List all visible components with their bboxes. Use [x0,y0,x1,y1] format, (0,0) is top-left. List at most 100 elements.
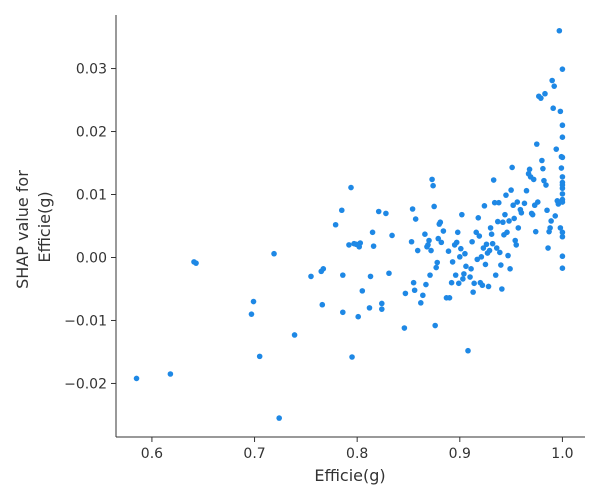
data-point [547,225,553,231]
data-point [359,288,366,294]
data-point [437,219,444,226]
data-point [540,165,546,172]
data-point [503,192,509,198]
data-point [486,247,493,254]
y-tick-label: 0.02 [76,125,107,141]
data-point [348,184,354,191]
data-point [470,289,476,295]
data-point [556,27,563,34]
data-point [476,233,483,239]
data-point [473,229,480,236]
data-point [320,266,327,272]
data-point [559,229,566,236]
data-point [370,243,377,249]
data-point [448,279,455,286]
data-point [559,253,566,260]
data-point [453,239,460,246]
data-point [346,242,352,248]
y-tick-label: 0.01 [76,188,107,204]
data-point [427,272,433,278]
data-point [420,292,426,299]
data-point [545,245,551,251]
data-point [530,176,537,183]
data-point [489,240,496,247]
y-tick-label: 0.00 [76,250,107,266]
data-point [506,218,512,224]
data-point [454,229,461,236]
data-point [490,177,497,183]
data-point [538,95,544,101]
data-point [509,164,515,171]
data-point [291,332,298,338]
data-point [430,182,436,189]
data-point [487,225,494,231]
data-point [349,354,355,360]
data-point [167,371,174,377]
data-point [402,290,409,297]
data-point [445,248,452,254]
data-point [429,176,435,183]
data-point [544,207,550,214]
data-point [483,241,490,248]
data-point [502,211,508,218]
data-point [248,311,255,317]
data-point [559,265,566,272]
data-point [386,270,392,277]
data-point [440,228,447,234]
data-point [558,165,565,171]
data-point [465,347,471,354]
y-axis-title: SHAP value for Efficie(g) [13,165,54,289]
data-point [457,254,463,260]
data-point [557,108,564,115]
data-point [500,219,506,226]
y-tick-label: −0.01 [64,313,107,329]
data-point [383,210,389,217]
data-point [389,232,395,239]
data-point [428,247,434,254]
data-point [559,134,566,140]
data-point [533,141,540,147]
data-point [471,280,477,287]
data-point [557,225,564,231]
data-point [375,208,382,215]
data-point [433,264,439,271]
data-point [532,228,539,235]
data-point [559,185,566,192]
data-point [340,272,346,278]
points-layer [133,27,566,421]
data-point [552,213,559,219]
data-point [468,266,474,272]
x-tick-label: 1.0 [551,446,573,462]
data-point [332,221,339,228]
data-point [482,261,489,268]
x-tick-label: 0.8 [346,446,368,462]
data-point [549,77,555,84]
data-point [492,272,499,278]
data-point [410,279,417,286]
data-point [434,259,441,266]
data-point [479,282,486,289]
y-axis-title-line-1: SHAP value for [13,170,32,289]
data-point [539,157,545,164]
data-point [559,174,566,180]
data-point [488,231,495,237]
y-tick-label: −0.02 [64,376,107,392]
data-point [505,252,511,259]
data-point [449,259,456,265]
data-point [455,280,462,287]
data-point [475,215,482,221]
data-point [481,203,488,209]
data-point [452,272,459,278]
data-point [459,211,465,218]
data-point [409,206,416,212]
x-ticks: 0.6 0.7 0.8 0.9 1.0 [141,437,574,462]
data-point [541,177,547,184]
data-point [355,313,362,320]
data-point [485,283,492,290]
data-point [559,199,566,205]
data-point [510,202,516,209]
data-point [463,263,469,270]
data-point [435,235,442,242]
data-point [412,216,419,222]
